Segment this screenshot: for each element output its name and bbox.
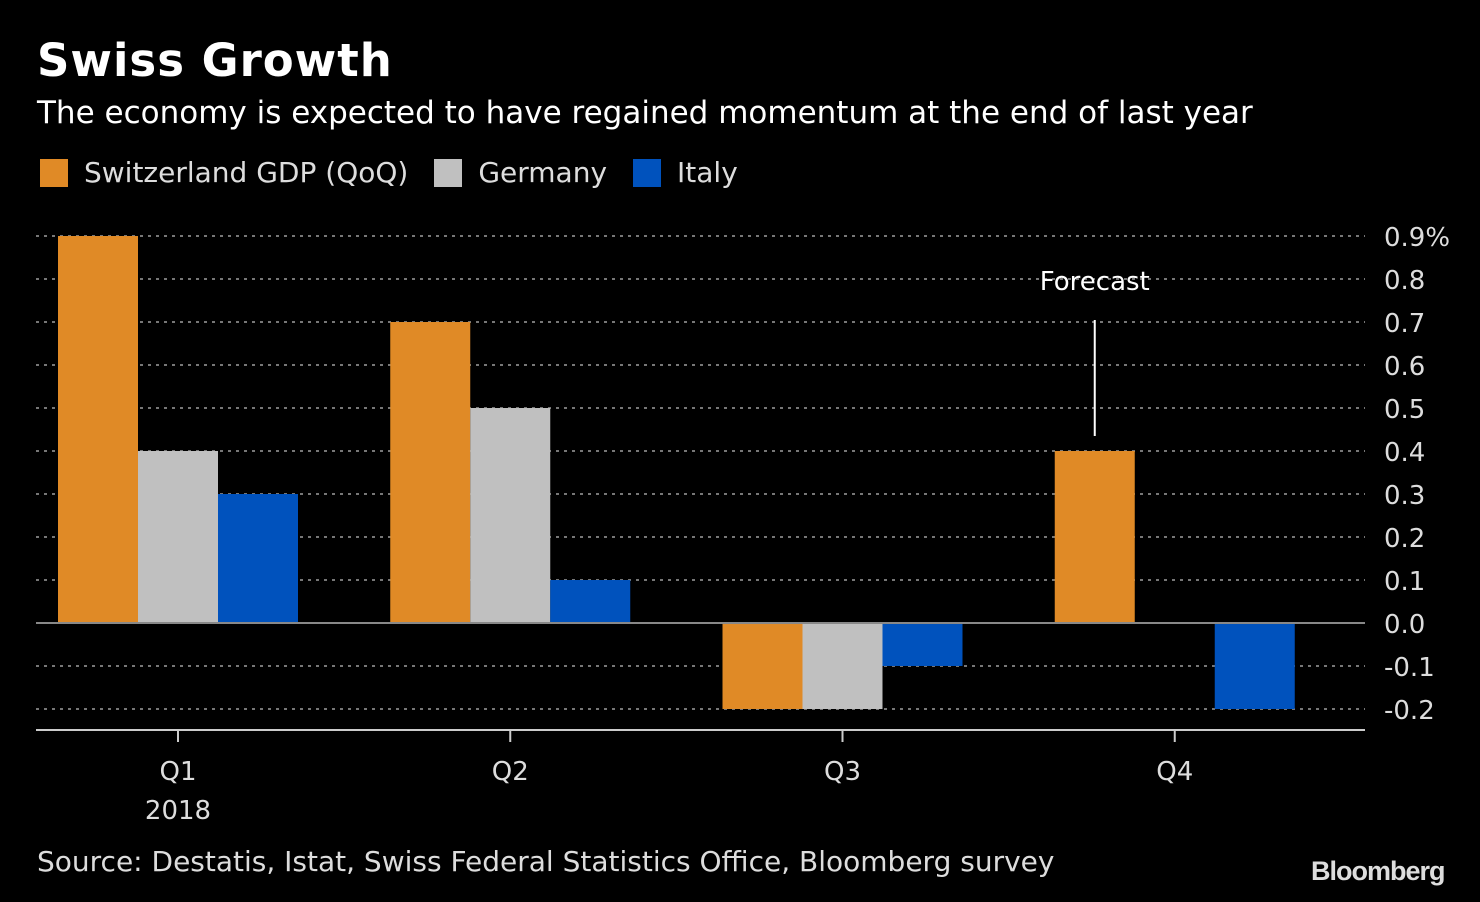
annotation-forecast: Forecast [1040, 267, 1150, 297]
bar [802, 623, 883, 709]
bar [550, 580, 631, 623]
y-tick-label: 0.2 [1384, 524, 1425, 554]
x-tick-label: Q3 [824, 757, 861, 787]
y-tick-label: 0.6 [1384, 352, 1425, 382]
legend-item-switzerland: Switzerland GDP (QoQ) [40, 156, 408, 189]
bar [218, 494, 298, 623]
y-tick-label: 0.5 [1384, 395, 1425, 425]
bar [882, 623, 963, 666]
legend-swatch [434, 158, 463, 187]
legend-item-italy: Italy [633, 156, 738, 189]
y-tick-label: 0.7 [1384, 309, 1425, 339]
bloomberg-logo: Bloomberg [1311, 856, 1446, 886]
legend-swatch [40, 158, 68, 187]
y-tick-label: 0.8 [1384, 266, 1425, 296]
chart-subtitle: The economy is expected to have regained… [37, 95, 1253, 131]
legend-item-germany: Germany [434, 156, 607, 189]
bar [1054, 451, 1135, 623]
x-tick-label: Q1 [159, 757, 196, 787]
bar [390, 322, 471, 623]
bar [722, 623, 803, 709]
y-tick-label: 0.1 [1384, 567, 1425, 597]
source-note: Source: Destatis, Istat, Swiss Federal S… [37, 845, 1055, 878]
y-tick-label: -0.1 [1384, 653, 1435, 683]
legend: Switzerland GDP (QoQ) Germany Italy [40, 156, 764, 189]
chart-title: Swiss Growth [37, 34, 393, 87]
bar [1214, 623, 1295, 709]
y-tick-label: -0.2 [1384, 696, 1435, 726]
bar [470, 408, 551, 623]
legend-label: Germany [478, 156, 608, 189]
x-tick-label: Q2 [492, 757, 529, 787]
x-tick-label: Q4 [1156, 757, 1193, 787]
legend-label: Italy [677, 156, 738, 189]
x-sublabel: 2018 [145, 796, 211, 826]
y-tick-label: 0.3 [1384, 481, 1425, 511]
y-tick-label: 0.4 [1384, 438, 1425, 468]
bar [138, 451, 218, 623]
legend-swatch [633, 158, 662, 187]
y-tick-label: 0.9% [1384, 223, 1450, 253]
legend-label: Switzerland GDP (QoQ) [84, 156, 409, 189]
y-tick-label: 0.0 [1384, 610, 1425, 640]
bar [58, 236, 138, 623]
